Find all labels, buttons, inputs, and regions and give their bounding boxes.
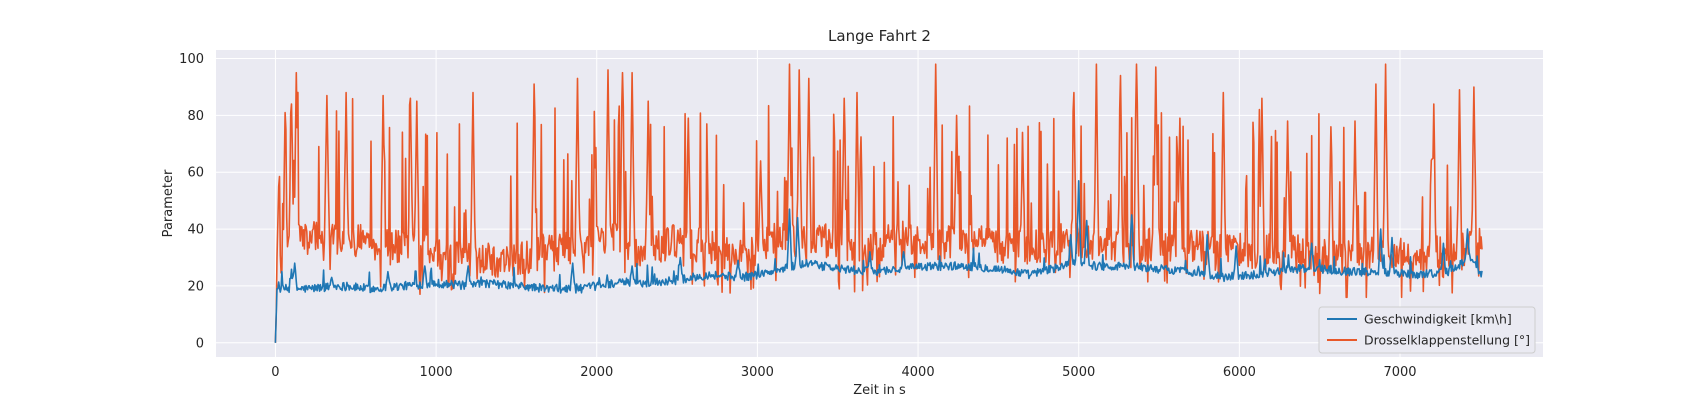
x-tick-label: 1000 bbox=[420, 365, 453, 380]
x-tick-label: 5000 bbox=[1062, 365, 1095, 380]
x-tick-label: 6000 bbox=[1223, 365, 1256, 380]
y-tick-label: 60 bbox=[187, 166, 204, 181]
x-tick-label: 0 bbox=[271, 365, 279, 380]
x-tick-label: 3000 bbox=[741, 365, 774, 380]
x-tick-labels: 0 1000 2000 3000 4000 5000 6000 7000 bbox=[271, 365, 1416, 380]
y-tick-label: 40 bbox=[187, 223, 204, 238]
y-axis-label: Parameter bbox=[161, 169, 176, 237]
legend-box bbox=[1318, 306, 1536, 354]
data-lines bbox=[274, 63, 1483, 343]
legend-label-geschwindigkeit: Geschwindigkeit [km\h] bbox=[1364, 312, 1512, 327]
legend: Geschwindigkeit [km\h] Drosselklappenste… bbox=[1318, 306, 1536, 354]
x-axis-label: Zeit in s bbox=[853, 383, 906, 398]
geschwindigkeit-line bbox=[274, 180, 1483, 343]
chart-title: Lange Fahrt 2 bbox=[828, 27, 931, 45]
x-tick-label: 7000 bbox=[1383, 365, 1416, 380]
x-tick-label: 4000 bbox=[902, 365, 935, 380]
y-tick-label: 0 bbox=[196, 336, 204, 351]
y-tick-label: 80 bbox=[187, 109, 204, 124]
y-tick-label: 100 bbox=[179, 52, 204, 67]
drosselklappenstellung-line bbox=[274, 63, 1483, 343]
x-tick-label: 2000 bbox=[580, 365, 613, 380]
legend-label-drosselklappenstellung: Drosselklappenstellung [°] bbox=[1364, 333, 1530, 348]
y-tick-label: 20 bbox=[187, 279, 204, 294]
y-tick-labels: 0 20 40 60 80 100 bbox=[179, 52, 204, 351]
